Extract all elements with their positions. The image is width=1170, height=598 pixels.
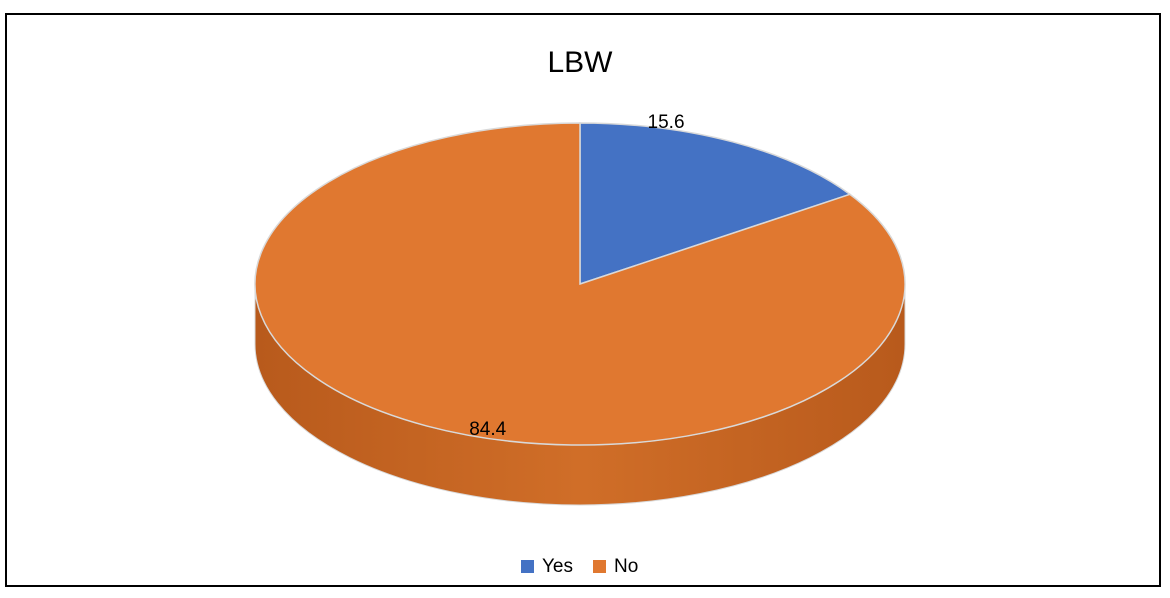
plot-area: 15.6 84.4 xyxy=(254,112,906,506)
legend-label: No xyxy=(614,556,638,577)
data-label: 15.6 xyxy=(648,112,685,133)
slice xyxy=(254,122,906,446)
data-label: 84.4 xyxy=(469,419,506,440)
legend-label: Yes xyxy=(542,556,573,577)
legend-swatch xyxy=(521,560,534,573)
legend-swatch xyxy=(593,560,606,573)
legend: Yes No xyxy=(521,556,638,577)
chart-title: LBW xyxy=(547,46,613,79)
slice xyxy=(579,122,852,286)
